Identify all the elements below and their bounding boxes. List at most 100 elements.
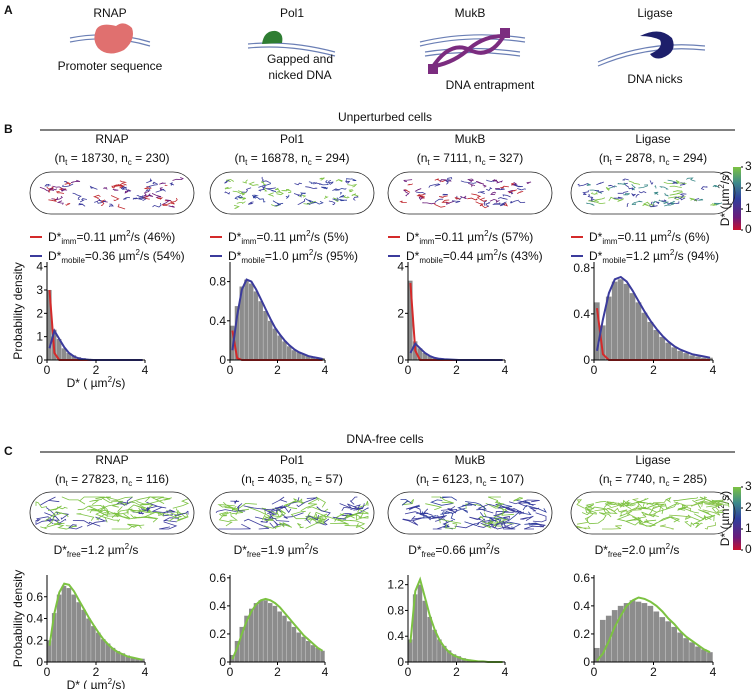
track [655, 201, 660, 205]
y-tick-label: 0.4 [573, 307, 590, 321]
text-part: /s) [718, 491, 732, 504]
text-part: = 4035, n [254, 472, 308, 486]
text-part: /s [309, 543, 318, 557]
track [454, 518, 486, 529]
hist-bar [695, 646, 701, 662]
track [161, 203, 170, 206]
track [64, 181, 72, 186]
track [425, 503, 443, 511]
y-tick-label: 0 [397, 655, 404, 669]
script-text: c [482, 479, 486, 488]
caption: DNA nicks [627, 72, 682, 86]
legend-label: D*free=0.66 µm2/s [408, 542, 500, 559]
track [477, 503, 498, 514]
script-text: mobile [602, 256, 626, 265]
script-text: imm [241, 237, 256, 246]
track [485, 202, 491, 207]
hist-bar [287, 346, 292, 360]
track [271, 509, 283, 518]
track [414, 188, 422, 192]
track [132, 197, 139, 200]
track [520, 515, 534, 521]
track [136, 501, 154, 511]
track [661, 199, 667, 202]
track [55, 511, 70, 520]
x-tick-label: 2 [274, 665, 281, 679]
track [659, 524, 674, 530]
track [675, 180, 687, 184]
x-tick-label: 0 [44, 665, 51, 679]
track [430, 515, 447, 520]
fit-curve [48, 582, 143, 661]
caption: Gapped and [267, 52, 333, 66]
track [159, 182, 166, 185]
track [457, 503, 471, 514]
hist-bar [641, 312, 648, 360]
track [258, 181, 272, 188]
track [303, 200, 316, 205]
track [308, 181, 315, 185]
track [479, 197, 487, 202]
chart-title: Pol1 [280, 453, 304, 467]
text-part: D* [589, 249, 603, 263]
hist-bar [427, 616, 432, 662]
track [608, 196, 620, 202]
track [590, 192, 598, 195]
track [72, 520, 101, 527]
track [224, 179, 230, 184]
track [479, 512, 500, 523]
hist-bar [422, 353, 428, 360]
track [449, 508, 458, 514]
track [440, 505, 456, 511]
hist-bar [61, 348, 67, 360]
y-tick-label: 2 [397, 306, 404, 320]
text-part: = 18730, n [67, 151, 127, 165]
hist-bar [47, 290, 52, 360]
hist-bar [71, 594, 77, 662]
track [294, 498, 305, 505]
track [285, 194, 290, 199]
script-text: imm [602, 237, 617, 246]
track [355, 514, 369, 521]
track [262, 186, 277, 190]
track [438, 195, 448, 199]
text-part: D* [406, 230, 420, 244]
hist-bar [641, 603, 648, 662]
chart-title: RNAP [95, 132, 128, 146]
track [159, 187, 163, 191]
track [469, 179, 474, 182]
pol1-shape [262, 30, 283, 44]
track [352, 195, 359, 201]
hist-bar [320, 650, 325, 662]
chart-title: MukB [455, 453, 486, 467]
hist-bar [689, 642, 695, 662]
fit-curve [231, 597, 324, 660]
y-tick-label: 2 [36, 306, 43, 320]
track [710, 203, 718, 206]
track [590, 506, 611, 514]
track [293, 193, 301, 197]
counts-text: (nt = 7111, nc = 327) [417, 151, 524, 167]
track [513, 497, 523, 502]
hist-bar [647, 321, 654, 360]
hist-bar [683, 353, 689, 360]
track [146, 184, 158, 188]
text-part: = 16878, n [247, 151, 307, 165]
script-text: 2 [136, 248, 141, 257]
hist-bar [277, 611, 282, 662]
x-tick-label: 4 [142, 363, 149, 377]
text-part: D* [48, 230, 62, 244]
colorbar-tick-label: 0 [745, 222, 752, 236]
track [297, 523, 304, 529]
track [300, 192, 303, 198]
track [104, 516, 121, 523]
track [619, 509, 633, 517]
track [117, 184, 124, 187]
track [584, 504, 597, 515]
track [96, 503, 121, 511]
y-tick-label: 0.4 [573, 599, 590, 613]
text-part: =1.9 µm [261, 543, 305, 557]
track [152, 181, 158, 185]
track [709, 501, 724, 506]
hist-bar [263, 600, 268, 662]
